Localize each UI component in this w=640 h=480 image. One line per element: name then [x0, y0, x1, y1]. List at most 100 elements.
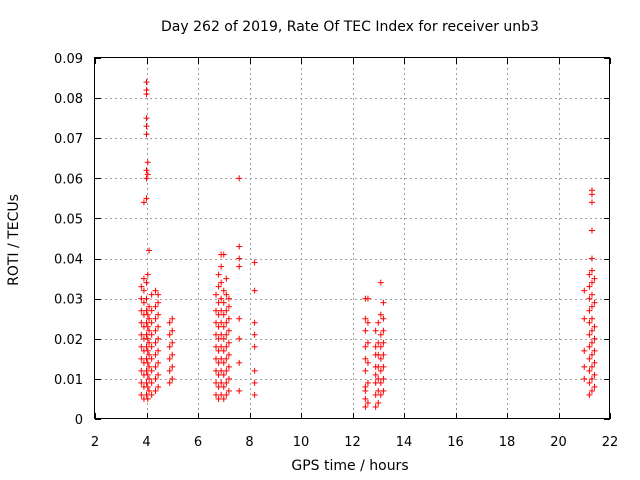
data-point: [144, 383, 151, 390]
data-point: [225, 295, 232, 302]
data-point: [215, 271, 222, 278]
data-point: [215, 383, 222, 390]
data-point: [220, 395, 227, 402]
data-point: [144, 271, 151, 278]
data-point: [220, 287, 227, 294]
data-point: [377, 311, 384, 318]
data-point: [218, 367, 225, 374]
data-point: [223, 291, 230, 298]
data-point: [138, 391, 145, 398]
data-point: [586, 307, 593, 314]
data-point: [152, 303, 159, 310]
data-point: [362, 315, 369, 322]
data-point: [138, 295, 145, 302]
x-tick-labels: 2 4 6 8 10 12 14 16 18 20 22: [91, 435, 618, 450]
data-point: [581, 375, 588, 382]
data-point: [143, 115, 150, 122]
data-point: [143, 391, 150, 398]
data-point: [220, 383, 227, 390]
data-point: [220, 347, 227, 354]
data-point: [155, 299, 162, 306]
data-point: [144, 323, 151, 330]
data-point: [218, 319, 225, 326]
data-point: [223, 307, 230, 314]
data-point: [144, 159, 151, 166]
data-point: [223, 367, 230, 374]
data-point: [148, 379, 155, 386]
data-point: [225, 351, 232, 358]
data-point: [143, 319, 150, 326]
data-point: [215, 371, 222, 378]
data-point: [215, 323, 222, 330]
data-point: [223, 319, 230, 326]
data-point: [213, 307, 220, 314]
data-point: [223, 379, 230, 386]
x-tick-label: 16: [447, 435, 464, 450]
x-tick-label: 12: [344, 435, 361, 450]
data-point: [586, 283, 593, 290]
data-point: [166, 379, 173, 386]
data-point: [146, 375, 153, 382]
data-point: [251, 331, 258, 338]
data-point: [213, 391, 220, 398]
data-point: [166, 343, 173, 350]
data-point: [155, 323, 162, 330]
data-point: [251, 319, 258, 326]
y-tick-label: 0: [75, 413, 83, 428]
data-points: [138, 79, 598, 410]
data-point: [362, 327, 369, 334]
data-point: [166, 319, 173, 326]
data-point: [236, 263, 243, 270]
data-point: [377, 279, 384, 286]
data-point: [588, 327, 595, 334]
data-point: [588, 267, 595, 274]
data-point: [225, 387, 232, 394]
data-point: [152, 315, 159, 322]
data-point: [146, 363, 153, 370]
data-point: [236, 243, 243, 250]
data-point: [220, 335, 227, 342]
data-point: [591, 359, 598, 366]
data-point: [591, 371, 598, 378]
data-point: [169, 327, 176, 334]
data-point: [155, 291, 162, 298]
data-point: [251, 367, 258, 374]
data-point: [251, 391, 258, 398]
data-point: [362, 367, 369, 374]
data-point: [155, 311, 162, 318]
y-tick-label: 0.09: [54, 52, 83, 67]
data-point: [375, 319, 382, 326]
data-point: [143, 367, 150, 374]
data-point: [143, 355, 150, 362]
data-point: [581, 363, 588, 370]
data-point: [143, 87, 150, 94]
data-point: [146, 387, 153, 394]
y-tick-label: 0.06: [54, 172, 83, 187]
data-point: [143, 131, 150, 138]
data-point: [362, 355, 369, 362]
x-tick-label: 10: [293, 435, 310, 450]
data-point: [140, 275, 147, 282]
data-point: [144, 335, 151, 342]
data-point: [215, 395, 222, 402]
data-point: [581, 315, 588, 322]
data-point: [586, 355, 593, 362]
data-point: [362, 383, 369, 390]
data-point: [152, 327, 159, 334]
data-point: [372, 391, 379, 398]
data-point: [223, 391, 230, 398]
plot-frame: [94, 57, 610, 419]
data-point: [588, 375, 595, 382]
data-point: [223, 355, 230, 362]
data-point: [218, 331, 225, 338]
data-point: [152, 375, 159, 382]
data-point: [143, 307, 150, 314]
y-tick-label: 0.01: [54, 373, 83, 388]
data-point: [236, 387, 243, 394]
data-point: [586, 271, 593, 278]
data-point: [148, 291, 155, 298]
data-point: [380, 387, 387, 394]
data-point: [251, 379, 258, 386]
y-tick-labels: 0 0.01 0.02 0.03 0.04 0.05 0.06 0.07 0.08 0.09: [54, 52, 83, 428]
data-point: [169, 315, 176, 322]
